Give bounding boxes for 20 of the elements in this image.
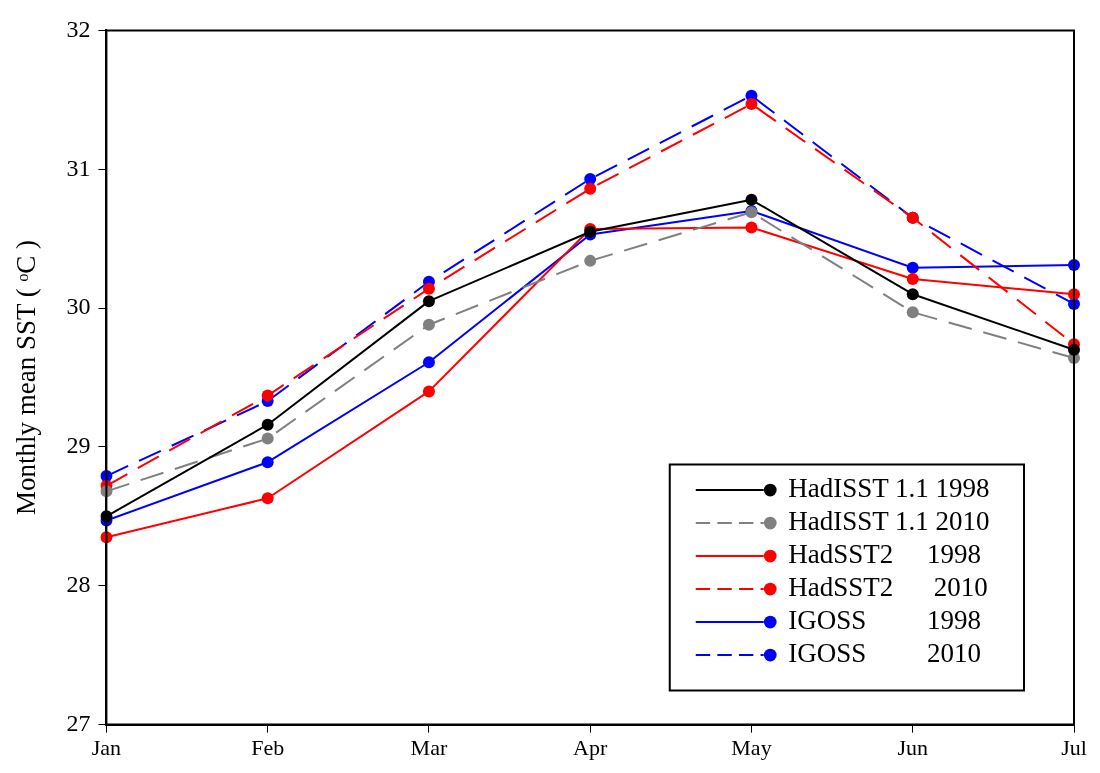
legend-label: IGOSS 2010 (788, 638, 982, 669)
y-tick-label: 31 (66, 154, 91, 181)
y-tick-label: 30 (66, 293, 91, 320)
x-tick-label: Feb (251, 734, 285, 760)
x-tick-label: Jun (897, 734, 929, 760)
x-tick-label: Apr (573, 734, 608, 760)
y-tick-label: 27 (66, 709, 91, 736)
x-tick-label: May (731, 734, 772, 760)
y-tick-label: 29 (66, 432, 91, 459)
y-tick-label: 28 (66, 571, 91, 598)
legend-label: HadISST 1.1 1998 (788, 473, 990, 504)
y-axis-title: Monthly mean SST ( ᵒC ) (11, 239, 42, 516)
x-tick-label: Jan (91, 734, 122, 760)
x-tick-label: Jul (1061, 734, 1087, 760)
legend-label: HadISST 1.1 2010 (788, 506, 990, 537)
legend-label: HadSST2 2010 (788, 572, 988, 603)
legend-label: HadSST2 1998 (788, 539, 982, 570)
legend-label: IGOSS 1998 (788, 605, 982, 636)
x-tick-label: Mar (410, 734, 448, 760)
y-tick-label: 32 (66, 15, 91, 42)
